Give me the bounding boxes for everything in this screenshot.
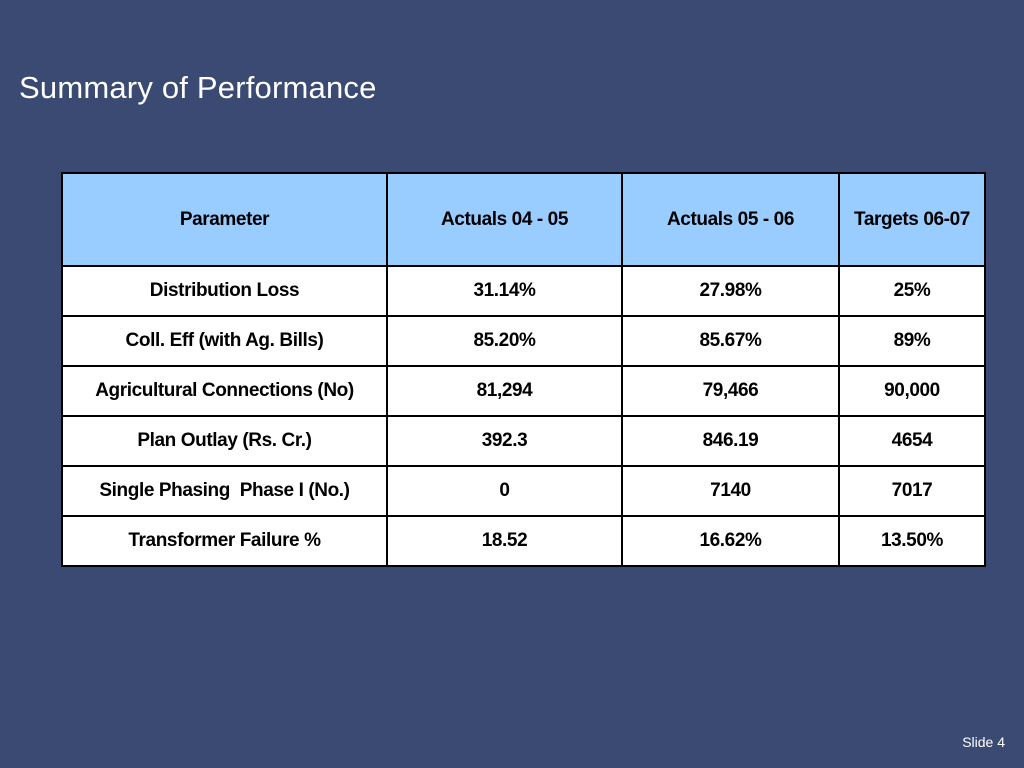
- cell-actuals-05-06: 16.62%: [621, 515, 840, 567]
- cell-targets-06-07: 7017: [838, 465, 986, 517]
- cell-actuals-04-05: 0: [386, 465, 623, 517]
- cell-actuals-05-06: 27.98%: [621, 265, 840, 317]
- cell-parameter: Coll. Eff (with Ag. Bills): [61, 315, 388, 367]
- cell-parameter: Distribution Loss: [61, 265, 388, 317]
- cell-actuals-04-05: 18.52: [386, 515, 623, 567]
- cell-targets-06-07: 90,000: [838, 365, 986, 417]
- table-row: Distribution Loss 31.14% 27.98% 25%: [61, 265, 986, 317]
- cell-actuals-05-06: 85.67%: [621, 315, 840, 367]
- cell-targets-06-07: 25%: [838, 265, 986, 317]
- cell-actuals-04-05: 81,294: [386, 365, 623, 417]
- cell-actuals-05-06: 79,466: [621, 365, 840, 417]
- cell-targets-06-07: 89%: [838, 315, 986, 367]
- slide-title: Summary of Performance: [19, 70, 377, 105]
- cell-parameter: Single Phasing Phase I (No.): [61, 465, 388, 517]
- cell-targets-06-07: 13.50%: [838, 515, 986, 567]
- table-row: Coll. Eff (with Ag. Bills) 85.20% 85.67%…: [61, 315, 986, 367]
- table-row: Single Phasing Phase I (No.) 0 7140 7017: [61, 465, 986, 517]
- performance-table: Parameter Actuals 04 - 05 Actuals 05 - 0…: [61, 172, 986, 567]
- header-actuals-05-06: Actuals 05 - 06: [621, 172, 840, 267]
- cell-actuals-04-05: 392.3: [386, 415, 623, 467]
- cell-actuals-05-06: 7140: [621, 465, 840, 517]
- cell-parameter: Transformer Failure %: [61, 515, 388, 567]
- table-row: Plan Outlay (Rs. Cr.) 392.3 846.19 4654: [61, 415, 986, 467]
- cell-parameter: Plan Outlay (Rs. Cr.): [61, 415, 388, 467]
- header-parameter: Parameter: [61, 172, 388, 267]
- slide-number: Slide 4: [962, 734, 1005, 750]
- cell-actuals-04-05: 31.14%: [386, 265, 623, 317]
- table-header-row: Parameter Actuals 04 - 05 Actuals 05 - 0…: [61, 172, 986, 267]
- cell-actuals-04-05: 85.20%: [386, 315, 623, 367]
- table-row: Transformer Failure % 18.52 16.62% 13.50…: [61, 515, 986, 567]
- cell-parameter: Agricultural Connections (No): [61, 365, 388, 417]
- cell-targets-06-07: 4654: [838, 415, 986, 467]
- table-row: Agricultural Connections (No) 81,294 79,…: [61, 365, 986, 417]
- header-actuals-04-05: Actuals 04 - 05: [386, 172, 623, 267]
- header-targets-06-07: Targets 06-07: [838, 172, 986, 267]
- cell-actuals-05-06: 846.19: [621, 415, 840, 467]
